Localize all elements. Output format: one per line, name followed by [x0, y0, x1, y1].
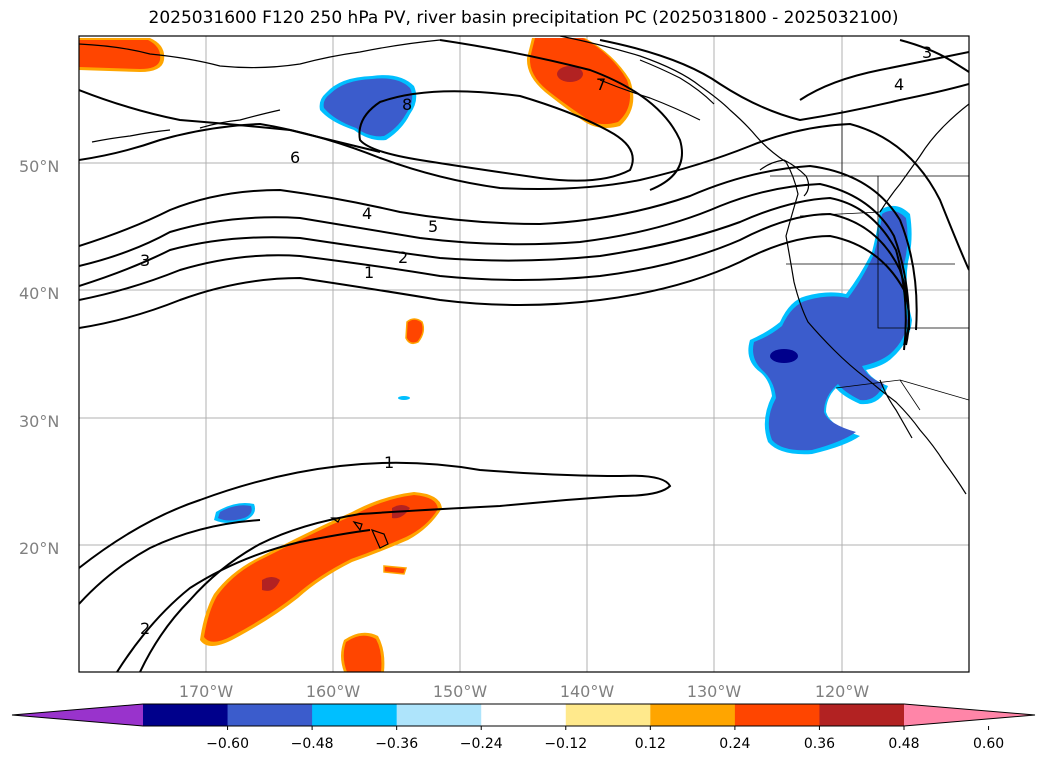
lat-label-30: 30°N — [19, 412, 59, 431]
colorbar-extend-high — [904, 704, 1035, 726]
colorbar-bin — [819, 704, 905, 726]
longitude-labels: 170°W 160°W 150°W 140°W 130°W 120°W — [179, 682, 870, 701]
colorbar-tick-label: 0.24 — [719, 736, 750, 752]
contour-label-1: 1 — [364, 263, 374, 282]
lon-label-150w: 150°W — [433, 682, 488, 701]
lat-label-50: 50°N — [19, 157, 59, 176]
colorbar-bin — [227, 704, 313, 726]
contour-label-2: 2 — [398, 248, 408, 267]
contour-label-5: 5 — [428, 217, 438, 236]
colorbar: −0.60 −0.48 −0.36 −0.24 −0.12 0.12 0.24 0.36 0.4… — [11, 703, 1036, 752]
map-frame — [78, 35, 970, 673]
contour-labels: 1 2 3 4 5 6 7 8 1 2 4 3 — [140, 43, 932, 638]
colorbar-tick-label: 0.60 — [973, 736, 1004, 752]
pv-contours — [79, 39, 969, 672]
map-content: 1 2 3 4 5 6 7 8 1 2 4 3 — [79, 36, 969, 672]
lat-label-20: 20°N — [19, 539, 59, 558]
lon-label-160w: 160°W — [306, 682, 361, 701]
colorbar-tick-label: −0.60 — [206, 736, 249, 752]
contour-label-3b: 3 — [922, 43, 932, 62]
map-title: 2025031600 F120 250 hPa PV, river basin … — [148, 8, 899, 28]
fill-positive-small — [405, 318, 425, 345]
colorbar-tick-label: 0.36 — [804, 736, 835, 752]
colorbar-bin — [312, 704, 398, 726]
lat-label-40: 40°N — [19, 284, 59, 303]
contour-label-7: 7 — [596, 75, 606, 94]
colorbar-bin — [734, 704, 820, 726]
colorbar-bin — [565, 704, 651, 726]
contour-label-8: 8 — [402, 95, 412, 114]
lon-label-170w: 170°W — [179, 682, 234, 701]
colorbar-bin — [481, 704, 567, 726]
contour-label-3: 3 — [140, 251, 150, 270]
lon-label-120w: 120°W — [815, 682, 870, 701]
colorbar-outline — [11, 703, 1036, 727]
colorbar-tick-label: 0.48 — [888, 736, 919, 752]
latitude-labels: 20°N 30°N 40°N 50°N — [19, 157, 59, 558]
colorbar-bin — [396, 704, 482, 726]
contour-label-4: 4 — [362, 204, 372, 223]
colorbar-tick-label: −0.48 — [291, 736, 334, 752]
contour-label-2b: 2 — [140, 619, 150, 638]
colorbar-tick-label: 0.12 — [635, 736, 666, 752]
contour-label-4b: 4 — [894, 75, 904, 94]
coastlines — [79, 36, 969, 549]
contour-label-1b: 1 — [384, 453, 394, 472]
contour-label-6: 6 — [290, 148, 300, 167]
colorbar-tick-label: −0.36 — [375, 736, 418, 752]
lon-label-130w: 130°W — [687, 682, 742, 701]
colorbar-extend-low — [12, 704, 143, 726]
colorbar-tick-label: −0.24 — [460, 736, 503, 752]
colorbar-bin — [650, 704, 736, 726]
colorbar-bin — [143, 704, 229, 726]
lon-label-140w: 140°W — [560, 682, 615, 701]
colorbar-tick-label: −0.12 — [544, 736, 587, 752]
